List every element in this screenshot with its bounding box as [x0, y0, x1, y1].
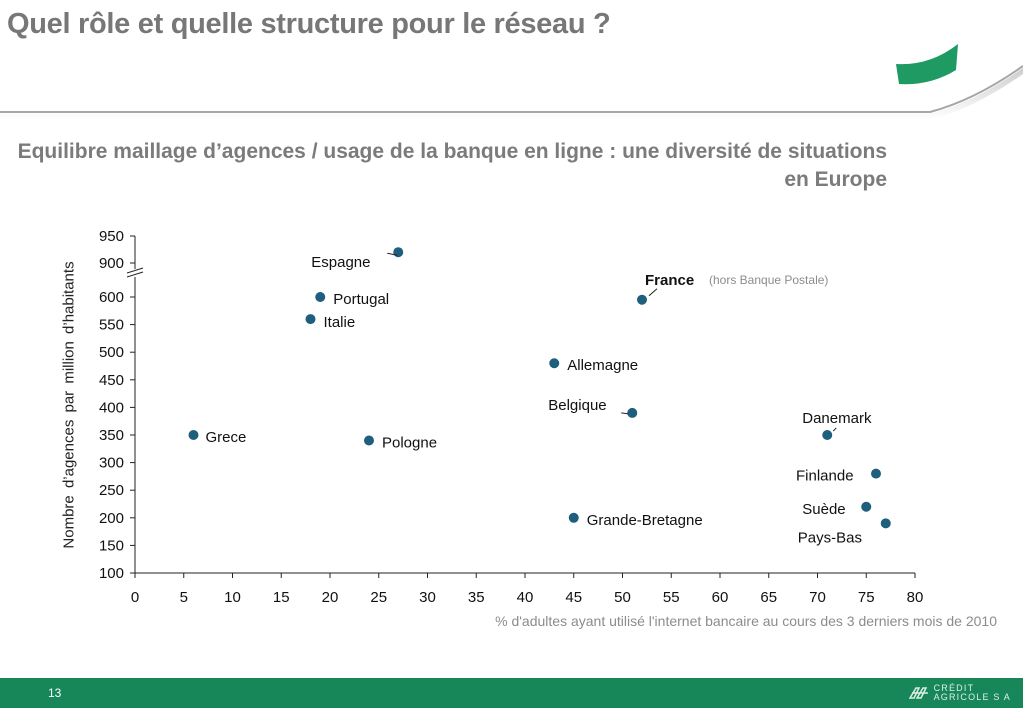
data-point	[364, 435, 374, 446]
data-point-label: Allemagne	[567, 357, 638, 374]
page-title: Quel rôle et quelle structure pour le ré…	[7, 8, 611, 40]
x-tick-label: 5	[180, 589, 188, 606]
y-tick-label: 600	[99, 289, 124, 306]
data-point	[393, 247, 404, 258]
y-tick-label: 450	[99, 372, 124, 389]
y-tick-label: 350	[99, 427, 124, 444]
data-point-label: Grece	[206, 429, 247, 446]
data-point	[627, 407, 638, 418]
data-point	[188, 430, 199, 440]
x-tick-label: 75	[858, 589, 875, 606]
axis-break-mark	[126, 267, 144, 274]
logo-line-2: AGRICOLE S A	[933, 692, 1011, 702]
x-tick-label: 80	[907, 589, 924, 606]
y-tick-label: 500	[99, 344, 124, 361]
data-point-label: France	[645, 272, 694, 289]
data-point-label: Italie	[324, 314, 356, 331]
x-axis-label: % d'adultes ayant utilisé l'internet ban…	[495, 613, 997, 629]
x-tick-label: 25	[370, 589, 387, 606]
data-point	[637, 294, 647, 305]
y-tick-label: 550	[99, 317, 124, 334]
data-point	[871, 468, 881, 479]
data-point-label: Pays-Bas	[798, 529, 862, 546]
data-point	[568, 512, 579, 523]
page-number: 13	[48, 686, 62, 700]
data-point-label: Finlande	[796, 468, 854, 485]
x-tick-label: 50	[614, 589, 631, 606]
y-tick-label: 950	[99, 228, 124, 245]
slide-subtitle: Equilibre maillage d’agences / usage de …	[17, 140, 887, 191]
logo-line-1: CRÉDIT	[933, 683, 975, 693]
x-tick-label: 30	[419, 589, 436, 606]
data-point-label: Espagne	[311, 254, 370, 271]
data-point-note: (hors Banque Postale)	[709, 273, 828, 287]
credit-agricole-logo: CRÉDIT AGRICOLE S A	[908, 682, 1011, 704]
y-tick-label: 100	[99, 565, 124, 582]
data-point-label: Belgique	[548, 397, 606, 414]
x-tick-label: 55	[663, 589, 680, 606]
footer-bar: 13 CRÉDIT AGRICOLE S A	[0, 678, 1023, 708]
x-tick-label: 20	[322, 589, 339, 606]
x-tick-label: 10	[224, 589, 241, 606]
y-tick-label: 250	[99, 482, 124, 499]
credit-agricole-icon	[908, 687, 928, 699]
y-tick-label: 400	[99, 399, 124, 416]
y-tick-label: 150	[99, 537, 124, 554]
label-leader-line	[387, 252, 398, 256]
x-tick-label: 40	[517, 589, 534, 606]
axis-break-mark	[126, 271, 144, 278]
data-point-label: Grande-Bretagne	[587, 512, 703, 529]
x-tick-label: 0	[131, 589, 139, 606]
x-tick-label: 15	[273, 589, 290, 606]
data-point	[880, 518, 891, 529]
label-leader-line	[832, 427, 837, 432]
header-swoosh-shadow	[0, 68, 1023, 120]
y-tick-label: 300	[99, 455, 124, 472]
green-leaf-logo	[896, 44, 958, 85]
data-point	[315, 292, 326, 302]
data-point-label: Suède	[802, 501, 845, 518]
x-tick-label: 35	[468, 589, 485, 606]
label-leader-line	[621, 412, 629, 415]
data-point	[305, 314, 316, 325]
x-tick-label: 60	[712, 589, 729, 606]
data-point-label: Pologne	[382, 435, 437, 452]
data-point	[861, 501, 872, 512]
header-decoration	[0, 44, 1023, 120]
y-tick-label: 900	[99, 255, 124, 272]
y-tick-label: 200	[99, 510, 124, 527]
y-axis-label: Nombre d’agences par million d’habitants	[60, 261, 78, 549]
x-tick-label: 70	[809, 589, 826, 606]
x-tick-label: 45	[565, 589, 582, 606]
header-swoosh-line	[0, 65, 1023, 113]
data-point-label: Portugal	[333, 291, 389, 308]
data-point-label: Danemark	[802, 410, 872, 427]
data-point	[549, 358, 560, 369]
x-tick-label: 65	[760, 589, 777, 606]
data-point	[822, 430, 833, 440]
label-leader-line	[648, 288, 658, 297]
